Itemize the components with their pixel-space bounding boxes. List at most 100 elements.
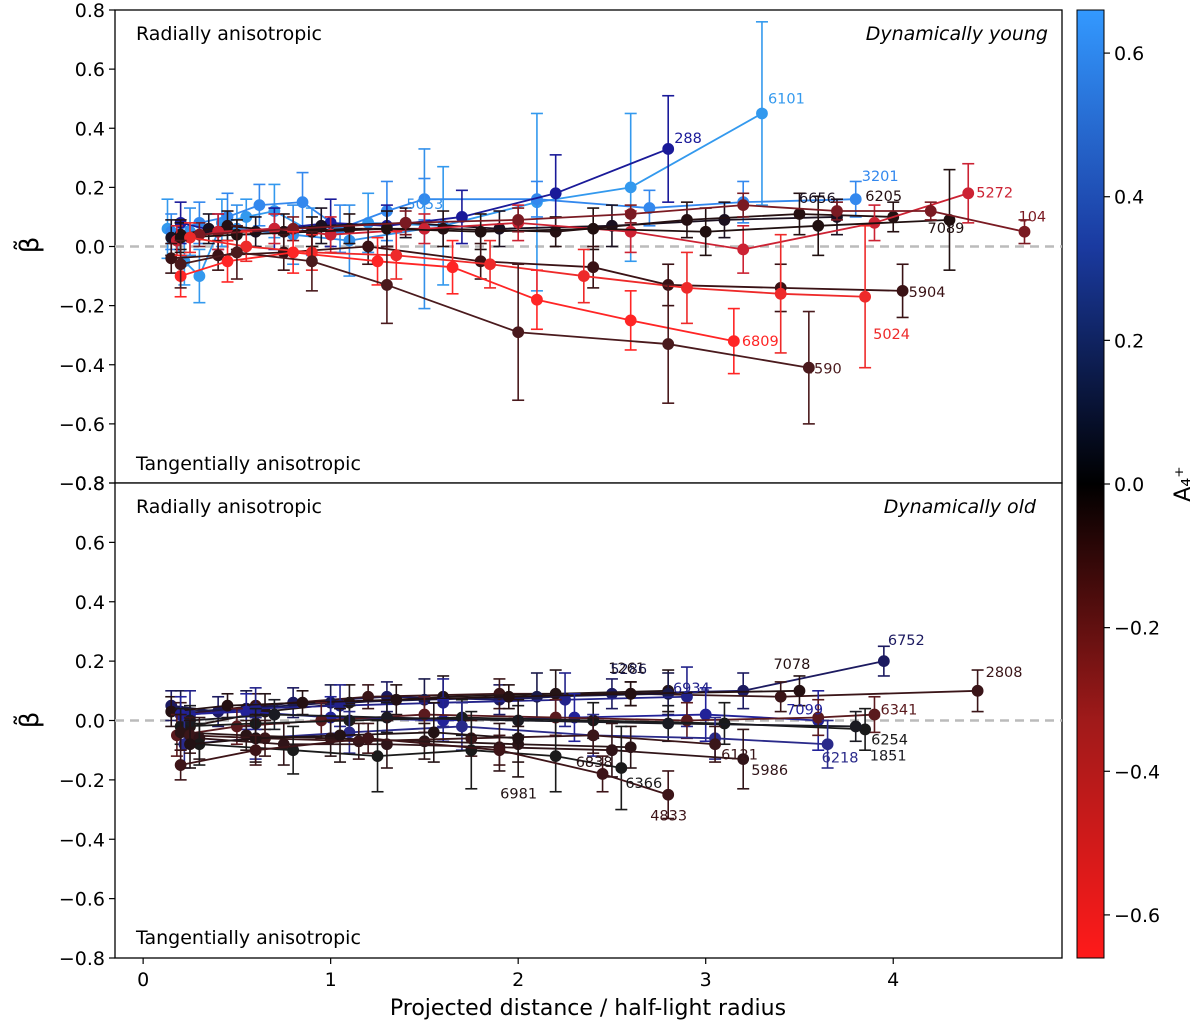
data-point [849, 720, 862, 733]
y-tick-label: −0.4 [59, 355, 105, 377]
cluster-label-1261: 1261 [608, 661, 645, 677]
y-tick-label: 0.6 [75, 532, 105, 554]
data-point [924, 205, 937, 217]
data-point [456, 720, 468, 733]
series-line-4833 [180, 737, 669, 796]
x-axis-label: Projected distance / half-light radius [390, 996, 786, 1021]
cluster-label-7078: 7078 [773, 657, 810, 673]
y-tick-label: 0.0 [75, 711, 105, 733]
data-point [877, 655, 890, 668]
data-point [624, 181, 637, 194]
x-tick-label: 1 [325, 969, 337, 991]
y-tick-label: 0.0 [75, 237, 105, 259]
data-point [296, 196, 309, 209]
data-point [390, 693, 403, 706]
cluster-label-6809: 6809 [742, 334, 779, 350]
x-tick-label: 4 [887, 969, 899, 991]
colorbar-tick-label: 0.6 [1114, 43, 1144, 65]
y-tick-label: 0.8 [75, 473, 105, 495]
data-point [802, 361, 815, 374]
data-point [371, 750, 384, 763]
data-point [493, 744, 506, 757]
data-point [737, 243, 750, 256]
colorbar-tick-label: 0.0 [1114, 474, 1144, 496]
data-point [662, 143, 675, 155]
cluster-label-5986: 5986 [751, 763, 788, 779]
cluster-label-6838: 6838 [576, 755, 613, 771]
y-tick-label: 0.6 [75, 59, 105, 81]
data-point [446, 261, 459, 274]
data-point [512, 213, 525, 226]
data-point [587, 261, 600, 274]
data-point [381, 738, 393, 751]
data-point [624, 225, 637, 238]
x-tick-label: 0 [137, 969, 149, 991]
data-point [812, 711, 825, 724]
colorbar-gradient [1076, 9, 1105, 959]
data-point [681, 213, 693, 226]
data-point [230, 720, 243, 733]
cluster-label-6981: 6981 [500, 786, 537, 802]
y-tick-label: −0.8 [59, 948, 105, 970]
data-point [624, 208, 637, 220]
y-tick-label: 0.2 [75, 651, 105, 673]
data-point [427, 726, 440, 739]
data-point [362, 732, 375, 745]
colorbar: 0.6 0.4 0.2 0.0 −0.2 −0.4 −0.6 A₄⁺ [1076, 9, 1196, 959]
data-point [624, 314, 637, 327]
data-point [174, 258, 187, 271]
y-tick-label: −0.6 [59, 889, 105, 911]
data-point [793, 208, 806, 220]
data-point [596, 768, 609, 780]
data-point [793, 684, 806, 697]
data-point [437, 714, 450, 727]
data-point [831, 205, 843, 217]
data-point [287, 246, 300, 259]
colorbar-tick-label: −0.4 [1114, 761, 1160, 783]
cluster-label-6656: 6656 [799, 191, 836, 207]
y-tick-label: 0.8 [75, 0, 105, 22]
data-point [474, 225, 487, 238]
data-point [390, 249, 403, 262]
data-point [165, 252, 178, 265]
data-point [399, 216, 412, 229]
y-axis-label-top: β̃ [12, 237, 45, 254]
x-tick-label: 3 [700, 969, 712, 991]
data-point [577, 270, 590, 282]
bottom-tangentially-label: Tangentially anisotropic [135, 927, 361, 949]
data-point [699, 708, 712, 721]
series-6809 [174, 230, 740, 375]
data-point [306, 255, 318, 268]
data-point [221, 699, 234, 712]
data-point [662, 788, 675, 801]
data-point [821, 738, 834, 751]
data-point [334, 729, 346, 742]
cluster-label-104: 104 [1018, 210, 1046, 226]
colorbar-label: A₄⁺ [1171, 466, 1196, 501]
data-point [549, 225, 562, 238]
data-point [718, 213, 731, 226]
data-point [240, 240, 253, 253]
cluster-label-6341: 6341 [880, 703, 917, 719]
data-point [531, 293, 543, 306]
cluster-label-6366: 6366 [625, 776, 662, 792]
data-point [868, 708, 881, 721]
y-tick-label: −0.4 [59, 829, 105, 851]
cluster-label-6254: 6254 [871, 732, 908, 748]
data-point [296, 696, 309, 709]
cluster-label-5053: 5053 [406, 197, 443, 213]
data-point [268, 708, 281, 721]
top-radially-label: Radially anisotropic [136, 23, 322, 45]
data-point [371, 255, 384, 268]
top-tangentially-label: Tangentially anisotropic [135, 453, 361, 475]
cluster-label-2808: 2808 [986, 665, 1023, 681]
cluster-label-7089: 7089 [927, 221, 964, 237]
data-point [418, 222, 431, 235]
y-tick-label: 0.4 [75, 118, 105, 140]
data-point [1018, 225, 1031, 238]
top-dynamical-state-label: Dynamically young [866, 23, 1048, 45]
series-line-5272 [176, 192, 969, 251]
colorbar-tick-label: −0.6 [1114, 905, 1160, 927]
data-point [549, 187, 562, 200]
data-point [253, 199, 266, 212]
